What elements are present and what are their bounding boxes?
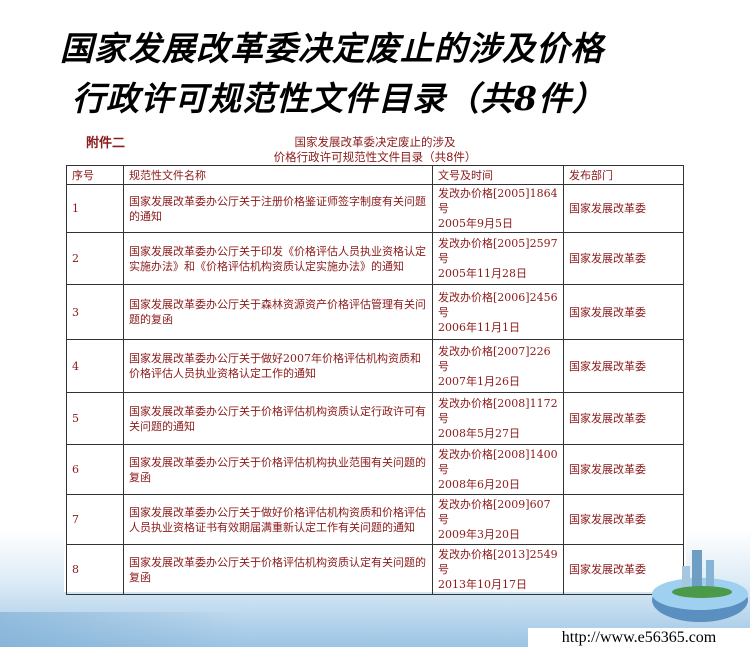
document-date: 2008年5月27日: [438, 427, 520, 440]
row-number: 7: [66, 494, 124, 545]
row-number: 2: [66, 232, 124, 285]
document-number-date: 发改办价格[2008]1400号 2008年6月20日: [432, 444, 564, 495]
row-number: 6: [66, 444, 124, 495]
column-header: 发布部门: [563, 165, 684, 185]
slide-title-line2: 行政许可规范性文件目录（共8件）: [72, 79, 606, 118]
document-number-date: 发改办价格[2008]1172号 2008年5月27日: [432, 392, 564, 445]
issuing-department: 国家发展改革委: [563, 184, 684, 233]
table-row: 1 国家发展改革委办公厅关于注册价格鉴证师签字制度有关问题的通知 发改办价格[2…: [66, 184, 684, 233]
document-title-line1: 国家发展改革委决定废止的涉及: [294, 135, 456, 149]
document-date: 2005年9月5日: [438, 217, 513, 230]
document-date: 2013年10月17日: [438, 578, 527, 591]
document-number-date: 发改办价格[2006]2456号 2006年11月1日: [432, 284, 564, 340]
document-date: 2005年11月28日: [438, 267, 527, 280]
document-number: 发改办价格[2008]1172号: [438, 397, 558, 425]
document-date: 2006年11月1日: [438, 320, 520, 334]
document-number: 发改办价格[2008]1400号: [438, 448, 558, 476]
document-number-date: 发改办价格[2005]2597号 2005年11月28日: [432, 232, 564, 285]
column-header: 规范性文件名称: [123, 165, 433, 185]
issuing-department: 国家发展改革委: [563, 284, 684, 340]
document-name: 国家发展改革委办公厅关于价格评估机构资质认定有关问题的复函: [123, 544, 433, 595]
document-title-line2: 价格行政许可规范性文件目录（共8件）: [273, 150, 477, 164]
issuing-department: 国家发展改革委: [563, 339, 684, 393]
column-header: 文号及时间: [432, 165, 564, 185]
document-number: 发改办价格[2007]226号: [438, 344, 551, 373]
table-row: 2 国家发展改革委办公厅关于印发《价格评估人员执业资格认定实施办法》和《价格评估…: [66, 232, 684, 285]
document-name: 国家发展改革委办公厅关于森林资源资产价格评估管理有关问题的复函: [123, 284, 433, 340]
issuing-department: 国家发展改革委: [563, 232, 684, 285]
decorative-band: [0, 612, 240, 647]
document-name: 国家发展改革委办公厅关于注册价格鉴证师签字制度有关问题的通知: [123, 184, 433, 233]
issuing-department: 国家发展改革委: [563, 494, 684, 545]
document-number: 发改办价格[2005]1864号: [438, 187, 558, 215]
document-number-date: 发改办价格[2005]1864号 2005年9月5日: [432, 184, 564, 233]
document-number-date: 发改办价格[2009]607号 2009年3月20日: [432, 494, 564, 545]
slide-title-line1: 国家发展改革委决定废止的涉及价格: [60, 29, 604, 68]
table-row: 7 国家发展改革委办公厅关于做好价格评估机构资质和价格评估人员执业资格证书有效期…: [66, 494, 684, 545]
document-date: 2009年3月20日: [438, 528, 520, 541]
document-number: 发改办价格[2013]2549号: [438, 548, 558, 576]
table-row: 4 国家发展改革委办公厅关于做好2007年价格评估机构资质和价格评估人员执业资格…: [66, 339, 684, 393]
document-date: 2007年1月26日: [438, 374, 520, 388]
document-table: 序号 规范性文件名称 文号及时间 发布部门 1 国家发展改革委办公厅关于注册价格…: [66, 165, 684, 595]
document-name: 国家发展改革委办公厅关于做好2007年价格评估机构资质和价格评估人员执业资格认定…: [123, 339, 433, 393]
document-number: 发改办价格[2005]2597号: [438, 237, 558, 265]
row-number: 8: [66, 544, 124, 595]
table-row: 6 国家发展改革委办公厅关于价格评估机构执业范围有关问题的复函 发改办价格[20…: [66, 444, 684, 495]
issuing-department: 国家发展改革委: [563, 392, 684, 445]
table-row: 3 国家发展改革委办公厅关于森林资源资产价格评估管理有关问题的复函 发改办价格[…: [66, 284, 684, 340]
table-row: 5 国家发展改革委办公厅关于价格评估机构资质认定行政许可有关问题的通知 发改办价…: [66, 392, 684, 445]
column-header: 序号: [66, 165, 124, 185]
document-name: 国家发展改革委办公厅关于印发《价格评估人员执业资格认定实施办法》和《价格评估机构…: [123, 232, 433, 285]
globe-city-icon: [652, 550, 748, 622]
table-row: 8 国家发展改革委办公厅关于价格评估机构资质认定有关问题的复函 发改办价格[20…: [66, 544, 684, 595]
document-number-date: 发改办价格[2013]2549号 2013年10月17日: [432, 544, 564, 595]
document-number: 发改办价格[2009]607号: [438, 498, 551, 526]
document-name: 国家发展改革委办公厅关于做好价格评估机构资质和价格评估人员执业资格证书有效期届满…: [123, 494, 433, 545]
issuing-department: 国家发展改革委: [563, 444, 684, 495]
document-name: 国家发展改革委办公厅关于价格评估机构资质认定行政许可有关问题的通知: [123, 392, 433, 445]
document-number: 发改办价格[2006]2456号: [438, 290, 558, 319]
document-date: 2008年6月20日: [438, 478, 520, 491]
website-url: http://www.e56365.com: [528, 628, 750, 647]
document-image: 附件二 国家发展改革委决定废止的涉及 价格行政许可规范性文件目录（共8件） 序号…: [64, 124, 686, 595]
row-number: 1: [66, 184, 124, 233]
annex-label: 附件二: [86, 136, 126, 151]
document-name: 国家发展改革委办公厅关于价格评估机构执业范围有关问题的复函: [123, 444, 433, 495]
row-number: 3: [66, 284, 124, 340]
row-number: 5: [66, 392, 124, 445]
document-number-date: 发改办价格[2007]226号 2007年1月26日: [432, 339, 564, 393]
row-number: 4: [66, 339, 124, 393]
